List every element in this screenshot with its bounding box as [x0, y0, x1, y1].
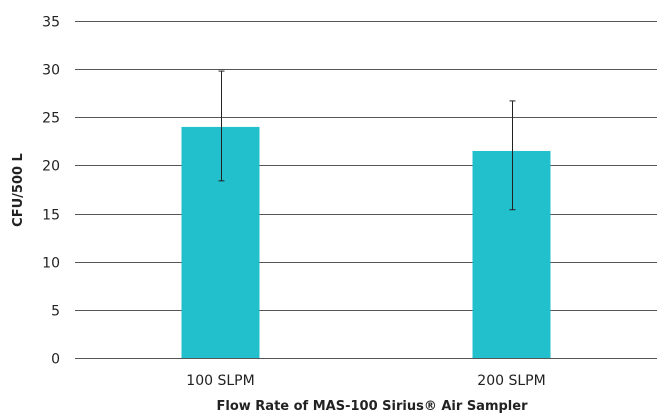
error-bar-2 [509, 100, 516, 211]
y-tick-labels: 0 5 10 15 20 25 30 35 [42, 15, 60, 368]
y-tick-label-0: 0 [51, 352, 60, 368]
y-tick-label-15: 15 [42, 208, 60, 224]
error-bars [218, 70, 516, 211]
y-tick-label-30: 30 [42, 63, 60, 79]
y-axis-title: CFU/500 L [11, 153, 26, 227]
y-tick-label-25: 25 [42, 111, 60, 127]
bars [181, 126, 551, 359]
y-tick-label-10: 10 [42, 256, 60, 272]
y-gridlines [75, 21, 657, 359]
bar-2 [472, 150, 551, 358]
y-tick-label-35: 35 [42, 15, 60, 31]
y-tick-label-20: 20 [42, 159, 60, 175]
x-tick-label-1: 100 SLPM [186, 373, 254, 389]
error-bar-1 [218, 70, 225, 182]
bar-1 [181, 126, 260, 359]
x-tick-labels: 100 SLPM 200 SLPM [186, 373, 545, 389]
x-axis-title: Flow Rate of MAS-100 Sirius® Air Sampler [216, 399, 528, 414]
x-tick-label-2: 200 SLPM [477, 373, 545, 389]
y-tick-label-5: 5 [51, 304, 60, 320]
